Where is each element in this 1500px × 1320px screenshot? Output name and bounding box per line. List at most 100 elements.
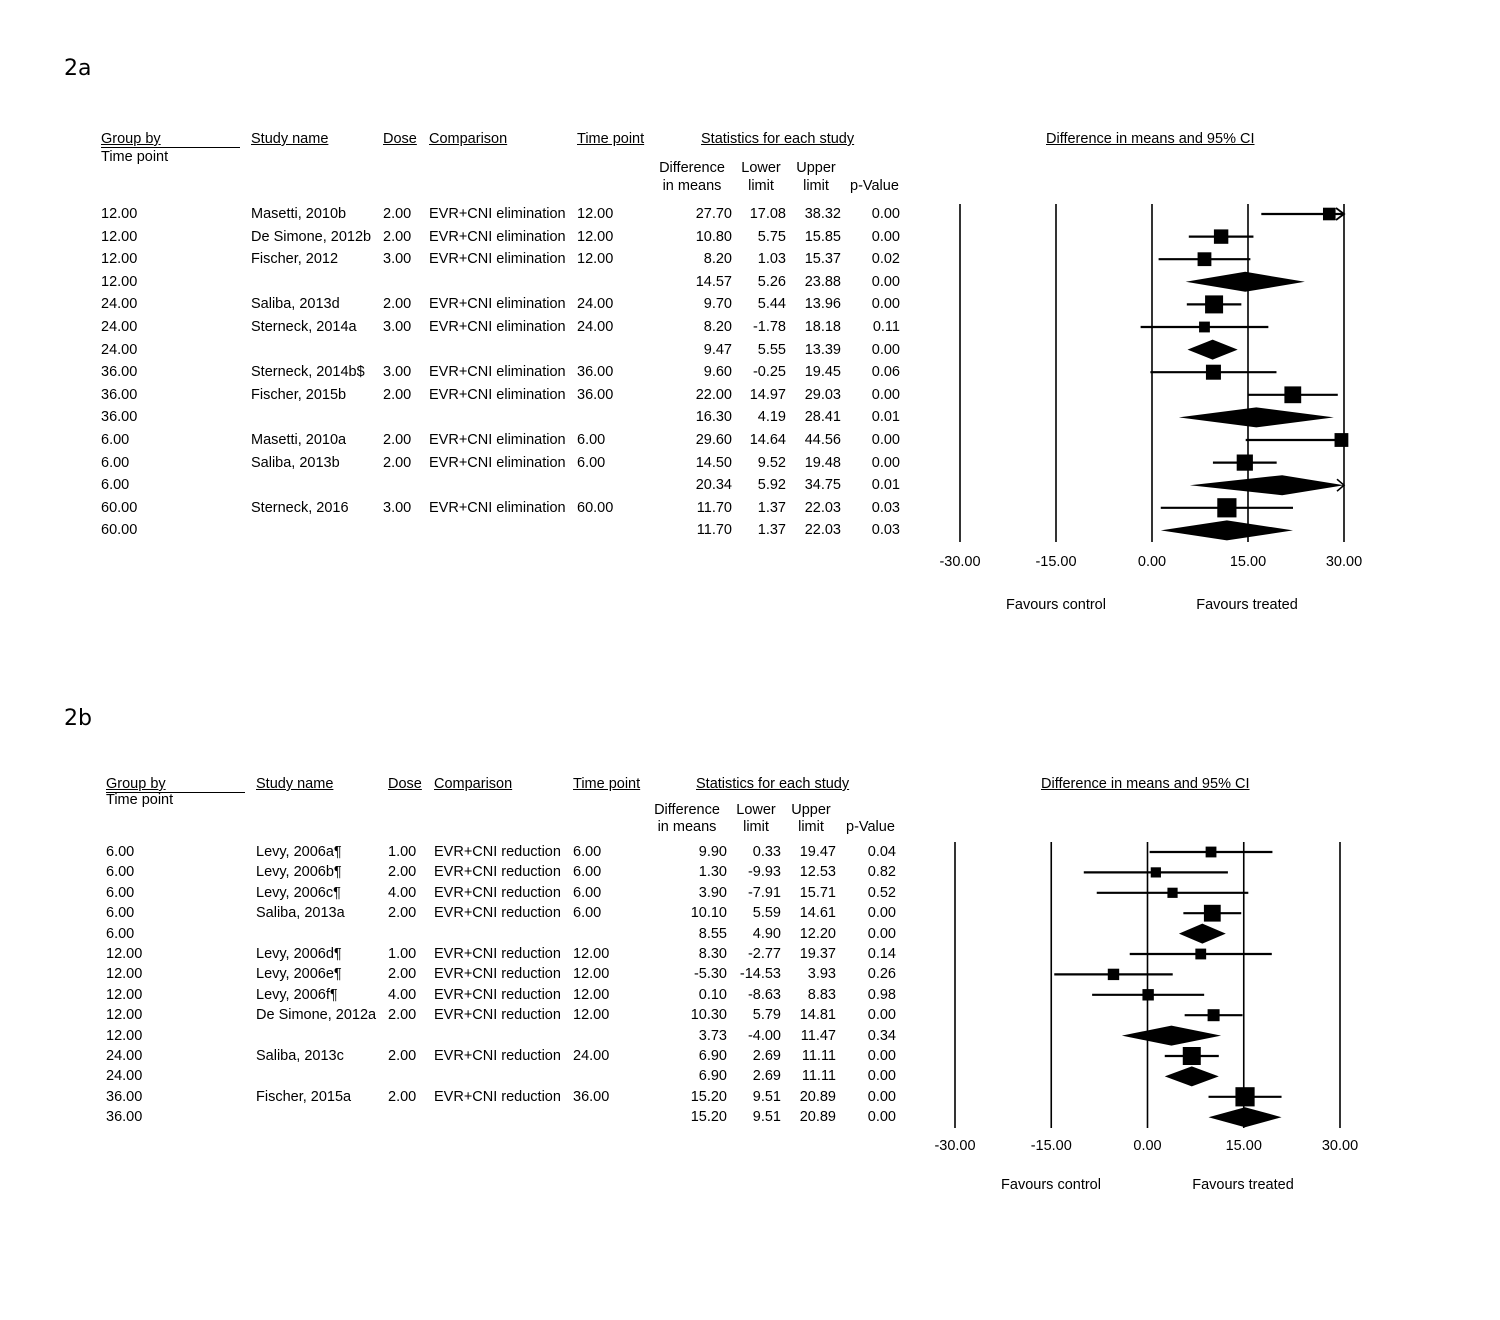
plot-title: Difference in means and 95% CI <box>1046 131 1255 147</box>
header-diff-2: in means <box>657 819 717 835</box>
cell-dose: 1.00 <box>388 844 417 860</box>
cell-dose: 3.00 <box>383 251 412 268</box>
cell-study-name: Levy, 2006e¶ <box>256 966 342 983</box>
cell-time-point: 6.00 <box>573 884 602 901</box>
x-tick-label: 15.00 <box>1226 1138 1262 1154</box>
panel-label: 2a <box>64 56 92 81</box>
cell-p-value: 0.00 <box>871 432 900 448</box>
summary-diamond <box>1185 271 1305 292</box>
cell-lower-limit: 1.37 <box>757 522 786 539</box>
cell-study-name: Levy, 2006d¶ <box>256 946 342 962</box>
cell-lower-limit: 5.92 <box>757 477 786 494</box>
cell-comparison: EVR+CNI elimination <box>429 454 566 471</box>
cell-dose: 2.00 <box>383 386 412 403</box>
cell-dose: 2.00 <box>388 966 417 983</box>
point-estimate <box>1235 1087 1255 1107</box>
point-estimate <box>1205 364 1221 380</box>
point-estimate <box>1236 454 1253 471</box>
cell-lower-limit: 17.08 <box>749 206 786 222</box>
cell-study-name: Saliba, 2013c <box>256 1048 344 1064</box>
header-lower-2: limit <box>743 819 769 835</box>
cell-comparison: EVR+CNI elimination <box>429 432 566 448</box>
cell-study-name: Levy, 2006c¶ <box>256 884 341 901</box>
cell-p-value: 0.00 <box>867 1068 896 1085</box>
cell-upper-limit: 23.88 <box>804 273 841 290</box>
point-estimate <box>1205 295 1224 314</box>
cell-difference: 10.30 <box>690 1007 727 1024</box>
cell-group: 12.00 <box>101 273 138 290</box>
cell-upper-limit: 13.39 <box>804 341 841 358</box>
cell-lower-limit: -14.53 <box>739 966 781 983</box>
cell-difference: 11.70 <box>696 499 732 516</box>
cell-study-name: Sterneck, 2016 <box>251 499 349 516</box>
cell-time-point: 12.00 <box>577 206 614 222</box>
cell-comparison: EVR+CNI reduction <box>434 966 561 983</box>
cell-lower-limit: 9.52 <box>757 454 786 471</box>
cell-p-value: 0.02 <box>871 251 900 268</box>
cell-time-point: 24.00 <box>577 296 614 313</box>
cell-group: 36.00 <box>101 409 138 426</box>
header-rule <box>101 147 240 148</box>
cell-lower-limit: 1.03 <box>757 251 786 268</box>
cell-lower-limit: 0.33 <box>752 844 781 860</box>
point-estimate <box>1334 433 1349 447</box>
cell-p-value: 0.00 <box>871 386 900 403</box>
cell-p-value: 0.98 <box>867 986 896 1003</box>
cell-group: 12.00 <box>101 251 138 268</box>
header-time-point: Time point <box>573 776 641 792</box>
cell-comparison: EVR+CNI reduction <box>434 884 561 901</box>
cell-lower-limit: 1.37 <box>757 499 786 516</box>
ci-arrow <box>1335 207 1346 221</box>
cell-p-value: 0.00 <box>871 454 900 471</box>
cell-comparison: EVR+CNI elimination <box>429 386 566 403</box>
cell-group: 6.00 <box>106 925 135 942</box>
cell-comparison: EVR+CNI reduction <box>434 1088 561 1105</box>
cell-study-name: De Simone, 2012b <box>251 228 372 245</box>
cell-upper-limit: 3.93 <box>807 966 836 983</box>
header-upper-1: Upper <box>796 160 836 176</box>
cell-upper-limit: 8.83 <box>807 986 836 1003</box>
point-estimate <box>1284 386 1302 404</box>
header-rule <box>106 792 245 793</box>
cell-group: 24.00 <box>101 319 138 335</box>
cell-lower-limit: 2.69 <box>752 1048 781 1064</box>
header-study-name: Study name <box>251 131 329 147</box>
cell-p-value: 0.00 <box>871 296 900 313</box>
cell-group: 6.00 <box>101 477 130 494</box>
cell-comparison: EVR+CNI reduction <box>434 946 561 962</box>
point-estimate <box>1217 498 1237 518</box>
cell-comparison: EVR+CNI reduction <box>434 844 561 860</box>
cell-time-point: 12.00 <box>577 251 614 268</box>
cell-p-value: 0.01 <box>871 477 900 494</box>
cell-p-value: 0.03 <box>871 499 900 516</box>
cell-comparison: EVR+CNI reduction <box>434 1007 561 1024</box>
cell-p-value: 0.82 <box>867 864 896 881</box>
cell-difference: 1.30 <box>698 864 727 881</box>
cell-difference: 14.57 <box>695 273 732 290</box>
cell-group: 6.00 <box>101 454 130 471</box>
cell-lower-limit: 5.26 <box>757 273 786 290</box>
cell-time-point: 6.00 <box>573 864 602 881</box>
cell-dose: 1.00 <box>388 946 417 962</box>
header-comparison: Comparison <box>434 776 513 792</box>
cell-lower-limit: 4.90 <box>752 925 781 942</box>
cell-time-point: 12.00 <box>573 966 610 983</box>
header-comparison: Comparison <box>429 131 508 147</box>
summary-diamond <box>1187 339 1238 360</box>
cell-dose: 3.00 <box>383 499 412 516</box>
cell-time-point: 12.00 <box>573 1007 610 1024</box>
forest-plot-panel-2a: 2a Group by Time point Study name Dose C… <box>64 56 1362 613</box>
cell-lower-limit: 5.75 <box>757 228 786 245</box>
cell-difference: 10.80 <box>695 228 732 245</box>
cell-group: 60.00 <box>101 499 138 516</box>
point-estimate <box>1142 989 1154 1001</box>
cell-study-name: Levy, 2006b¶ <box>256 864 342 881</box>
cell-upper-limit: 13.96 <box>804 296 841 313</box>
cell-lower-limit: -2.77 <box>747 946 781 962</box>
cell-comparison: EVR+CNI elimination <box>429 499 566 516</box>
cell-p-value: 0.00 <box>871 273 900 290</box>
cell-difference: 16.30 <box>695 409 732 426</box>
cell-group: 24.00 <box>106 1048 143 1064</box>
point-estimate <box>1199 321 1210 333</box>
